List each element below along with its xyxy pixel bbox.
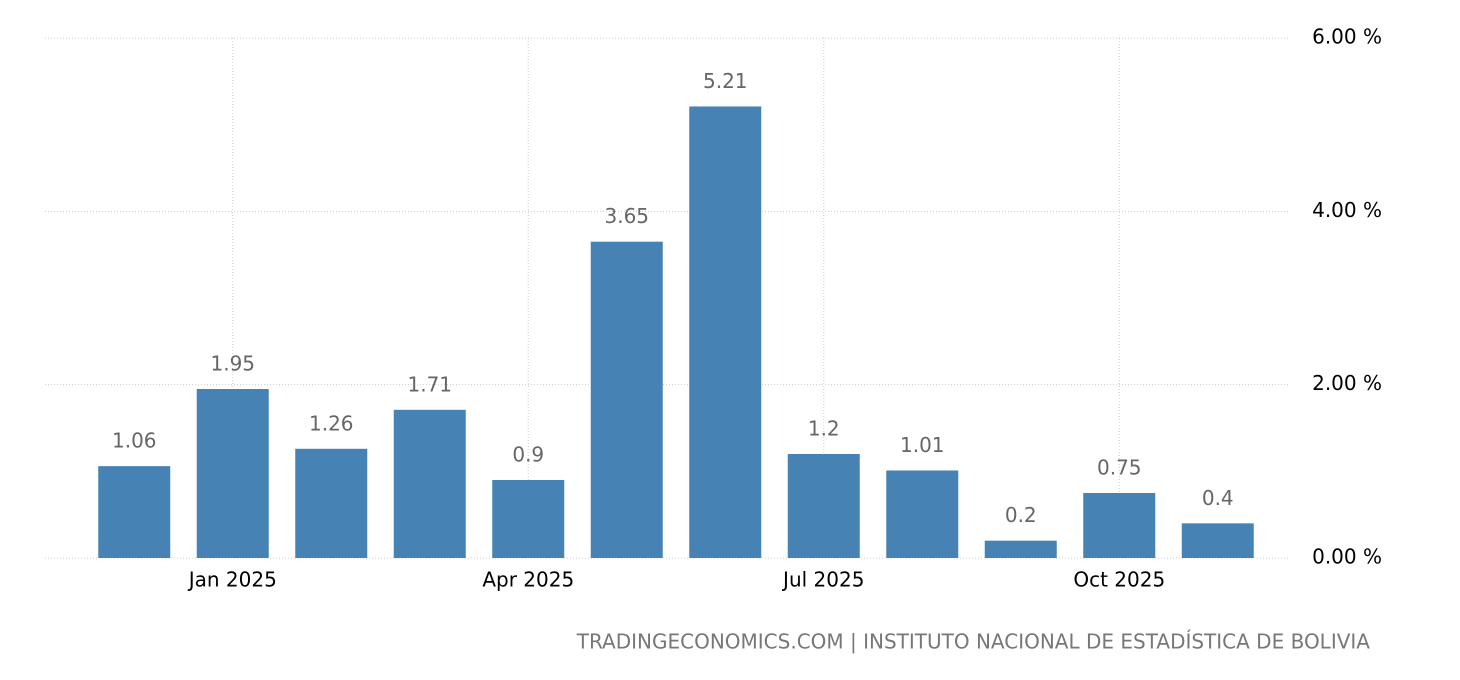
value-label: 1.06 [112, 429, 157, 453]
x-tick-label: Apr 2025 [482, 568, 574, 592]
x-tick-label: Oct 2025 [1073, 568, 1165, 592]
bar [984, 540, 1057, 558]
bar [196, 389, 269, 558]
bar [492, 480, 565, 558]
y-tick-label: 4.00 % [1312, 198, 1382, 222]
bar [1083, 493, 1156, 558]
value-label: 1.71 [407, 372, 452, 396]
x-tick-label: Jan 2025 [187, 568, 277, 592]
source: TRADINGECONOMICS.COM | INSTITUTO NACIONA… [576, 630, 1371, 654]
bar [98, 466, 171, 558]
bar [295, 448, 368, 558]
value-label: 1.95 [210, 352, 255, 376]
value-label: 0.2 [1005, 503, 1037, 527]
bar [689, 106, 762, 558]
y-tick-label: 6.00 % [1312, 25, 1382, 49]
value-label: 1.2 [808, 417, 840, 441]
x-tick-label: Jul 2025 [781, 568, 864, 592]
value-label: 5.21 [703, 69, 748, 93]
bar [1181, 523, 1254, 558]
value-label: 0.9 [512, 443, 544, 467]
value-label: 3.65 [604, 204, 649, 228]
bar [787, 454, 860, 558]
y-tick-label: 0.00 % [1312, 545, 1382, 569]
value-label: 1.01 [900, 433, 945, 457]
value-label: 1.26 [309, 411, 354, 435]
y-tick-label: 2.00 % [1312, 371, 1382, 395]
bar [590, 241, 663, 558]
bar [393, 409, 466, 558]
value-label: 0.4 [1202, 486, 1234, 510]
value-label: 0.75 [1097, 456, 1142, 480]
bar [886, 470, 959, 558]
